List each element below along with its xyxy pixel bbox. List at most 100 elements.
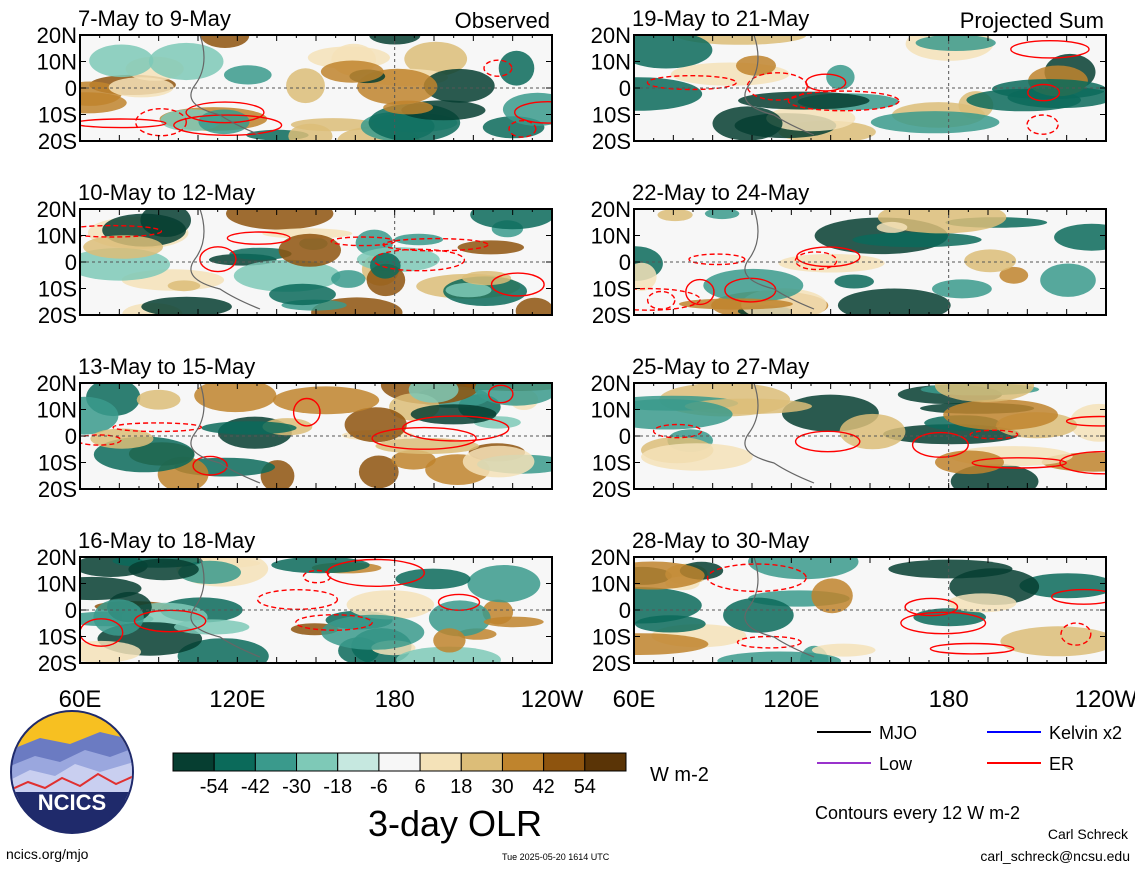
x-axis-ticks: 60E 120E 180 120W 60E 120E 180 120W	[59, 686, 1135, 713]
y-tick-label: 20N	[591, 23, 631, 48]
olr-anomaly	[433, 628, 466, 653]
olr-anomaly	[778, 253, 885, 273]
logo-text: NCICS	[38, 790, 106, 815]
colorbar-tick-label: -30	[282, 776, 311, 798]
y-tick-label: 20S	[38, 477, 77, 502]
units-label: W m-2	[650, 764, 709, 786]
olr-anomaly	[90, 428, 154, 449]
colorbar-tick-label: -6	[370, 776, 388, 798]
olr-anomaly	[870, 111, 1000, 134]
y-tick-label: 10S	[592, 451, 631, 476]
olr-anomaly	[992, 79, 1106, 100]
x-tick-label: 180	[375, 686, 415, 713]
er-contour	[483, 59, 513, 77]
olr-anomaly	[141, 296, 232, 315]
y-tick-label: 0	[65, 424, 77, 449]
olr-anomaly	[723, 597, 794, 633]
x-tick-label: 60E	[59, 686, 102, 713]
olr-field	[634, 209, 1106, 315]
olr-anomaly	[428, 600, 491, 637]
er-contour	[652, 423, 703, 439]
olr-anomaly	[89, 44, 154, 78]
colorbar-tick-label: 6	[415, 776, 426, 798]
y-tick-label: 10S	[592, 625, 631, 650]
olr-anomaly	[675, 35, 807, 45]
colorbar-swatch	[378, 752, 421, 772]
olr-anomaly	[717, 651, 842, 663]
olr-anomaly	[410, 404, 497, 425]
y-tick-label: 20S	[592, 477, 631, 502]
y-tick-label: 10N	[37, 224, 77, 249]
y-tick-label: 20S	[38, 651, 77, 676]
olr-field	[80, 35, 552, 141]
olr-anomaly	[1040, 263, 1096, 297]
olr-anomaly	[408, 383, 459, 403]
olr-anomaly	[470, 209, 552, 230]
er-contour	[199, 246, 237, 273]
legend-label: MJO	[879, 723, 917, 743]
colorbar-swatch	[501, 752, 545, 772]
olr-anomaly	[358, 455, 399, 489]
coastline	[190, 35, 261, 136]
olr-field	[634, 557, 1106, 663]
olr-anomaly	[226, 209, 334, 230]
olr-anomaly	[404, 41, 468, 77]
footer-site[interactable]: ncics.org/mjo	[6, 846, 89, 862]
y-tick-label: 20N	[37, 23, 77, 48]
er-contour	[685, 278, 715, 306]
olr-anomaly	[634, 633, 709, 655]
er-contour	[904, 597, 959, 617]
y-tick-label: 0	[619, 250, 631, 275]
er-contour	[295, 614, 373, 631]
er-contour	[787, 90, 900, 112]
y-tick-label: 20N	[37, 545, 77, 570]
y-tick-label: 10S	[592, 103, 631, 128]
olr-field	[634, 35, 1106, 141]
er-contour	[514, 101, 552, 124]
colorbar-tick-label: -18	[323, 776, 352, 798]
colorbar-tick-label: -54	[200, 776, 229, 798]
olr-anomaly	[375, 438, 480, 454]
colorbar-swatch	[172, 752, 215, 772]
er-contour	[192, 455, 228, 476]
y-tick-label: 20S	[592, 651, 631, 676]
x-tick-label: 120E	[209, 686, 265, 713]
x-tick-label: 120W	[1075, 686, 1135, 713]
y-tick-label: 20S	[38, 129, 77, 154]
er-contour	[736, 635, 802, 649]
er-contour	[173, 114, 283, 136]
olr-anomaly	[766, 105, 856, 132]
footer-email[interactable]: carl_schreck@ncsu.edu	[980, 848, 1130, 864]
colorbar-swatch	[213, 752, 256, 772]
legend-label: Low	[879, 754, 913, 774]
er-contour	[508, 119, 537, 138]
olr-anomaly	[839, 413, 906, 450]
olr-anomaly	[136, 389, 181, 410]
er-contour	[1051, 588, 1106, 605]
colorbar-tick-label: -42	[241, 776, 270, 798]
olr-anomaly	[934, 383, 1035, 402]
olr-anomaly	[177, 638, 269, 663]
colorbar-swatch	[419, 752, 462, 772]
colorbar-swatch	[584, 752, 627, 772]
olr-anomaly	[269, 283, 336, 306]
er-contour	[688, 253, 746, 266]
er-contour	[487, 384, 514, 404]
y-tick-label: 10S	[38, 277, 77, 302]
colorbar-tick-label: 54	[574, 776, 596, 798]
colorbar-swatch	[337, 752, 380, 772]
olr-anomaly	[834, 274, 874, 289]
olr-anomaly	[852, 232, 982, 248]
y-tick-label: 10N	[37, 50, 77, 75]
olr-anomaly	[502, 92, 552, 126]
olr-anomaly	[224, 65, 272, 85]
olr-anomaly	[736, 55, 776, 76]
er-contour	[80, 618, 124, 647]
olr-anomaly	[678, 298, 793, 310]
er-contour	[646, 290, 676, 310]
y-tick-label: 0	[65, 250, 77, 275]
panel-title: 13-May to 15-May	[78, 354, 255, 379]
olr-anomaly	[483, 616, 544, 628]
y-tick-label: 20N	[37, 197, 77, 222]
